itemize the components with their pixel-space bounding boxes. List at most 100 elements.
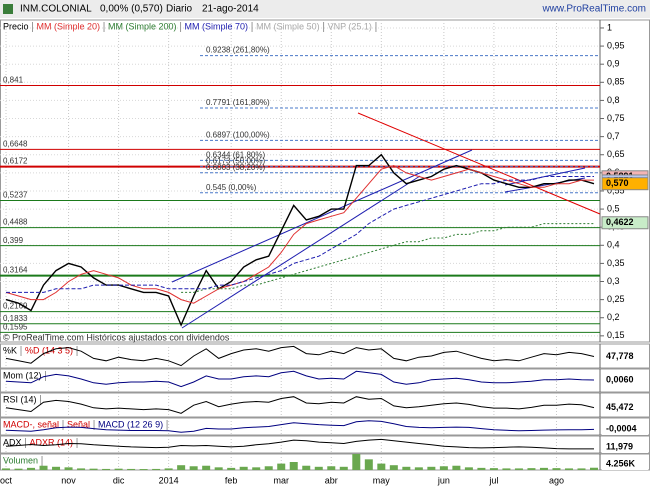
level-label: 0,2169 bbox=[3, 302, 28, 311]
legend-item: MM (Simple 50) bbox=[256, 21, 320, 31]
y-tick-label: 0,4 bbox=[607, 240, 620, 250]
volume-bar bbox=[27, 467, 36, 470]
trend-line bbox=[171, 149, 473, 283]
volume-bar bbox=[314, 466, 323, 470]
legend-item: VNP (25.1) bbox=[328, 21, 372, 31]
indicator-line bbox=[5, 396, 595, 414]
fib-label: 0.9238 (261,80%) bbox=[206, 46, 270, 55]
legend-item: MM (Simple 200) bbox=[108, 21, 177, 31]
level-label: 0,5237 bbox=[3, 191, 28, 200]
level-label: 0,6648 bbox=[3, 139, 28, 148]
volume-bar bbox=[164, 468, 173, 470]
volume-bar bbox=[564, 468, 573, 470]
source: www.ProRealTime.com bbox=[541, 4, 646, 15]
volume-bar bbox=[77, 468, 86, 470]
indicator-line bbox=[5, 420, 595, 433]
y-tick-label: 0,2 bbox=[607, 312, 620, 322]
fib-label: 0.7791 (161,80%) bbox=[206, 98, 270, 107]
indicator-line bbox=[5, 345, 595, 367]
x-tick-label: abr bbox=[325, 475, 338, 485]
y-tick-label: 0,7 bbox=[607, 131, 620, 141]
trend-line bbox=[357, 112, 601, 215]
fib-label: 0.6897 (100,00%) bbox=[206, 130, 270, 139]
x-tick-label: ago bbox=[549, 475, 564, 485]
date: 21-ago-2014 bbox=[202, 4, 259, 15]
y-tick-label: 0,75 bbox=[607, 113, 625, 123]
volume-bar bbox=[527, 468, 536, 470]
x-tick-label: jul bbox=[488, 475, 498, 485]
volume-bar bbox=[364, 459, 373, 470]
level-label: 0,4488 bbox=[3, 218, 28, 227]
volume-bar bbox=[377, 463, 386, 470]
volume-bar bbox=[590, 467, 598, 470]
volume-bar bbox=[539, 467, 548, 470]
y-tick-label: 0,65 bbox=[607, 149, 625, 159]
volume-bar bbox=[152, 468, 161, 470]
volume-bar bbox=[514, 468, 523, 470]
volume-bar bbox=[414, 467, 423, 470]
volume-bar bbox=[52, 466, 61, 470]
volume-bar bbox=[489, 468, 498, 470]
volume-bar bbox=[452, 465, 461, 470]
y-tick-label: 0,8 bbox=[607, 95, 620, 105]
last-value-box bbox=[602, 401, 648, 414]
volume-bar bbox=[339, 466, 348, 470]
volume-bar bbox=[302, 465, 311, 470]
y-tick-label: 0,95 bbox=[607, 40, 625, 50]
volume-bar bbox=[327, 466, 336, 470]
last-value-label: -0,0004 bbox=[606, 423, 637, 433]
level-label: 0,399 bbox=[3, 236, 24, 245]
header-bar bbox=[0, 0, 650, 18]
volume-bar bbox=[14, 468, 23, 470]
panel-label: Volumen bbox=[3, 455, 38, 465]
volume-bar bbox=[114, 468, 123, 470]
last-value-label: 47,778 bbox=[606, 351, 634, 361]
legend-item: MM (Simple 70) bbox=[185, 21, 249, 31]
panel-label: Mom (12) bbox=[3, 370, 42, 380]
last-value-box bbox=[602, 350, 648, 363]
level-label: 0,6172 bbox=[3, 157, 28, 166]
panel-label: Señal bbox=[67, 419, 90, 429]
y-tick-label: 0,15 bbox=[607, 330, 625, 340]
volume-bar bbox=[202, 465, 211, 470]
volume-bar bbox=[64, 467, 73, 470]
volume-bar bbox=[102, 468, 111, 470]
level-label: 0,1833 bbox=[3, 314, 28, 323]
fib-label: 0.6173 (50,00%) bbox=[206, 157, 265, 166]
panel-label: ADX bbox=[3, 437, 22, 447]
x-tick-label: nov bbox=[61, 475, 76, 485]
y-tick-label: 0,3 bbox=[607, 276, 620, 286]
x-tick-label: feb bbox=[225, 475, 238, 485]
volume-bar bbox=[139, 469, 148, 470]
level-label: 0,841 bbox=[3, 76, 24, 85]
volume-bar bbox=[89, 468, 98, 470]
volume-bar bbox=[264, 466, 273, 470]
volume-bar bbox=[577, 468, 586, 470]
last-value-label: 45,472 bbox=[606, 402, 634, 412]
price-line bbox=[181, 223, 594, 293]
volume-bar bbox=[477, 467, 486, 470]
volume-bar bbox=[439, 466, 448, 470]
fib-label: 0.545 (0,00%) bbox=[206, 183, 257, 192]
y-tick-label: 0,85 bbox=[607, 77, 625, 87]
last-value-box bbox=[601, 177, 649, 191]
trend-line bbox=[181, 175, 421, 329]
volume-bar bbox=[127, 468, 136, 470]
volume-bar bbox=[502, 468, 511, 470]
last-value-box bbox=[601, 216, 649, 230]
volume-bar bbox=[177, 465, 186, 470]
title: INM.COLONIAL bbox=[20, 4, 92, 15]
indicator-line bbox=[5, 370, 595, 388]
volume-bar bbox=[402, 466, 411, 470]
y-tick-label: 0,55 bbox=[607, 185, 625, 195]
last-value-box bbox=[602, 423, 648, 435]
fib-label: 0.6003 (38,20%) bbox=[206, 163, 265, 172]
x-tick-label: oct bbox=[0, 475, 12, 485]
volume-bar bbox=[214, 467, 223, 470]
panel-label: RSI (14) bbox=[3, 394, 37, 404]
last-value-label: 0,570 bbox=[606, 178, 629, 188]
y-tick-label: 0,9 bbox=[607, 59, 620, 69]
y-tick-label: 1 bbox=[607, 22, 612, 32]
volume-bar bbox=[389, 465, 398, 470]
